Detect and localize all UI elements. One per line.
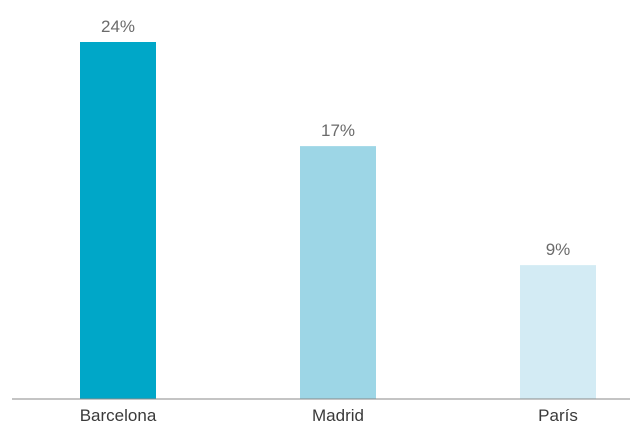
- category-labels-group: Barcelona Madrid París: [80, 406, 578, 425]
- value-labels-group: 24% 17% 9%: [101, 17, 570, 259]
- bar-madrid: [300, 146, 376, 399]
- bar-paris: [520, 265, 596, 399]
- value-label: 24%: [101, 17, 135, 36]
- value-label: 17%: [321, 121, 355, 140]
- category-label: Barcelona: [80, 406, 157, 425]
- bar-barcelona: [80, 42, 156, 399]
- bars-group: [80, 42, 596, 399]
- value-label: 9%: [546, 240, 571, 259]
- category-label: Madrid: [312, 406, 364, 425]
- category-label: París: [538, 406, 578, 425]
